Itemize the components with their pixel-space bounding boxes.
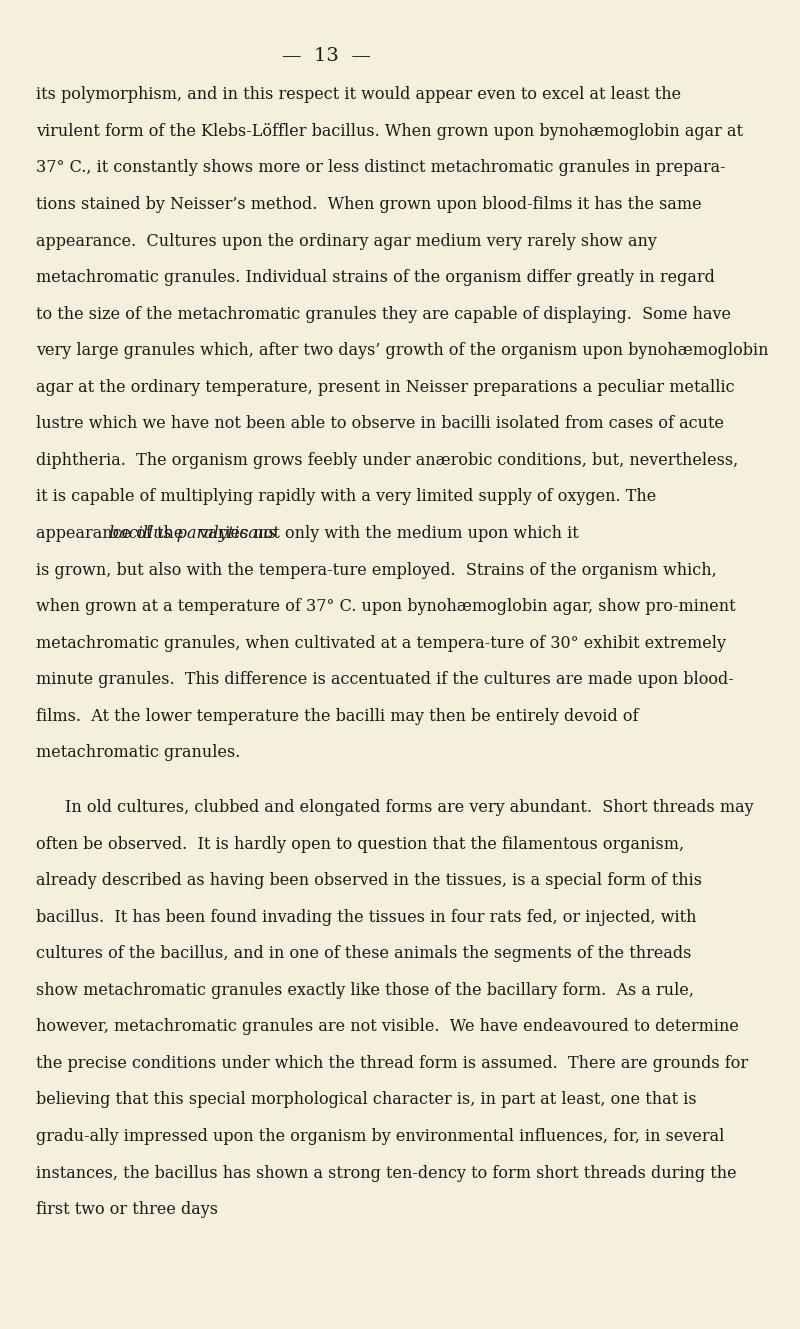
Text: In old cultures, clubbed and elongated forms are very abundant.  Short threads m: In old cultures, clubbed and elongated f… bbox=[66, 799, 754, 816]
Text: very large granules which, after two days’ growth of the organism upon bynohæmog: very large granules which, after two day… bbox=[36, 342, 769, 359]
Text: to the size of the metachromatic granules they are capable of displaying.  Some : to the size of the metachromatic granule… bbox=[36, 306, 731, 323]
Text: when grown at a temperature of 37° C. upon bynohæmoglobin agar, show pro-minent: when grown at a temperature of 37° C. up… bbox=[36, 598, 735, 615]
Text: metachromatic granules.: metachromatic granules. bbox=[36, 744, 240, 762]
Text: 37° C., it constantly shows more or less distinct metachromatic granules in prep: 37° C., it constantly shows more or less… bbox=[36, 159, 726, 177]
Text: it is capable of multiplying rapidly with a very limited supply of oxygen. The: it is capable of multiplying rapidly wit… bbox=[36, 488, 656, 505]
Text: believing that this special morphological character is, in part at least, one th: believing that this special morphologica… bbox=[36, 1091, 697, 1108]
Text: instances, the bacillus has shown a strong ten-dency to form short threads durin: instances, the bacillus has shown a stro… bbox=[36, 1164, 737, 1181]
Text: however, metachromatic granules are not visible.  We have endeavoured to determi: however, metachromatic granules are not … bbox=[36, 1018, 739, 1035]
Text: the precise conditions under which the thread form is assumed.  There are ground: the precise conditions under which the t… bbox=[36, 1055, 748, 1073]
Text: bacillus paralyticans: bacillus paralyticans bbox=[109, 525, 276, 542]
Text: is grown, but also with the tempera-ture employed.  Strains of the organism whic: is grown, but also with the tempera-ture… bbox=[36, 561, 717, 578]
Text: appearance of the: appearance of the bbox=[36, 525, 189, 542]
Text: lustre which we have not been able to observe in bacilli isolated from cases of : lustre which we have not been able to ob… bbox=[36, 415, 724, 432]
Text: appearance.  Cultures upon the ordinary agar medium very rarely show any: appearance. Cultures upon the ordinary a… bbox=[36, 233, 657, 250]
Text: bacillus.  It has been found invading the tissues in four rats fed, or injected,: bacillus. It has been found invading the… bbox=[36, 909, 697, 926]
Text: often be observed.  It is hardly open to question that the filamentous organism,: often be observed. It is hardly open to … bbox=[36, 836, 684, 853]
Text: —  13  —: — 13 — bbox=[282, 47, 371, 65]
Text: first two or three days: first two or three days bbox=[36, 1201, 218, 1219]
Text: virulent form of the Klebs-Löffler bacillus. When grown upon bynohæmoglobin agar: virulent form of the Klebs-Löffler bacil… bbox=[36, 122, 743, 140]
Text: tions stained by Neisser’s method.  When grown upon blood-films it has the same: tions stained by Neisser’s method. When … bbox=[36, 195, 702, 213]
Text: metachromatic granules. Individual strains of the organism differ greatly in reg: metachromatic granules. Individual strai… bbox=[36, 268, 715, 286]
Text: already described as having been observed in the tissues, is a special form of t: already described as having been observe… bbox=[36, 872, 702, 889]
Text: cultures of the bacillus, and in one of these animals the segments of the thread: cultures of the bacillus, and in one of … bbox=[36, 945, 691, 962]
Text: films.  At the lower temperature the bacilli may then be entirely devoid of: films. At the lower temperature the baci… bbox=[36, 707, 638, 724]
Text: gradu-ally impressed upon the organism by environmental influences, for, in seve: gradu-ally impressed upon the organism b… bbox=[36, 1128, 724, 1146]
Text: show metachromatic granules exactly like those of the bacillary form.  As a rule: show metachromatic granules exactly like… bbox=[36, 982, 694, 999]
Text: agar at the ordinary temperature, present in Neisser preparations a peculiar met: agar at the ordinary temperature, presen… bbox=[36, 379, 734, 396]
Text: its polymorphism, and in this respect it would appear even to excel at least the: its polymorphism, and in this respect it… bbox=[36, 86, 681, 104]
Text: metachromatic granules, when cultivated at a tempera-ture of 30° exhibit extreme: metachromatic granules, when cultivated … bbox=[36, 634, 726, 651]
Text: varies not only with the medium upon which it: varies not only with the medium upon whi… bbox=[194, 525, 578, 542]
Text: minute granules.  This difference is accentuated if the cultures are made upon b: minute granules. This difference is acce… bbox=[36, 671, 734, 688]
Text: diphtheria.  The organism grows feebly under anærobic conditions, but, neverthel: diphtheria. The organism grows feebly un… bbox=[36, 452, 738, 469]
